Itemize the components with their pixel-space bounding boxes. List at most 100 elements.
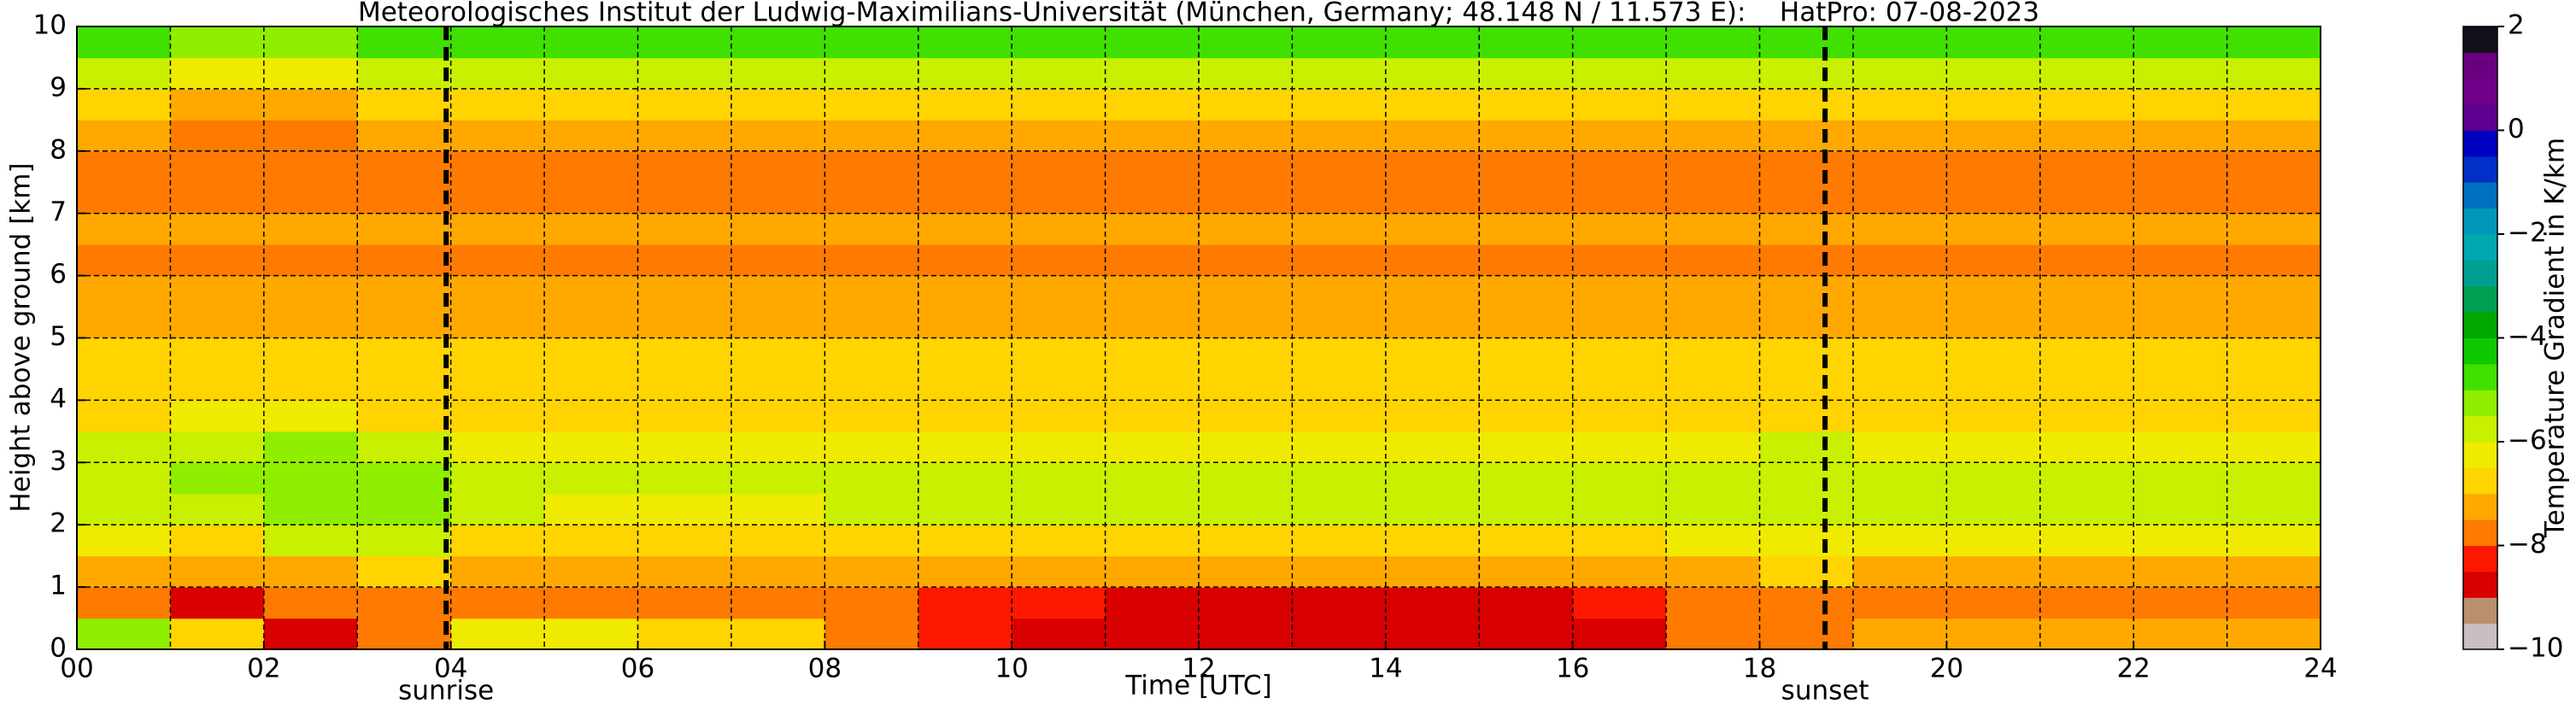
heat-cell bbox=[357, 182, 452, 214]
heat-cell bbox=[1012, 462, 1106, 495]
heat-cell bbox=[637, 431, 732, 463]
heat-cell bbox=[824, 88, 919, 120]
heat-cell bbox=[824, 525, 919, 557]
heat-cell bbox=[1852, 337, 1947, 370]
heat-cell bbox=[1759, 462, 1854, 495]
heat-cell bbox=[2133, 462, 2228, 495]
y-tick-label: 3 bbox=[50, 446, 67, 477]
heat-cell bbox=[731, 244, 825, 277]
heat-cell bbox=[2133, 400, 2228, 432]
heat-cell bbox=[263, 244, 358, 277]
colorbar-segment bbox=[2463, 155, 2497, 183]
heat-cell bbox=[2039, 400, 2134, 432]
heat-cell bbox=[170, 618, 265, 650]
heat-cell bbox=[1012, 555, 1106, 588]
heat-cell bbox=[170, 587, 265, 619]
heat-cell bbox=[1479, 244, 1574, 277]
heat-cell bbox=[1759, 587, 1854, 619]
heat-cell bbox=[1105, 368, 1200, 401]
heat-cell bbox=[544, 400, 639, 432]
heat-cell bbox=[731, 88, 825, 120]
heat-cell bbox=[544, 337, 639, 370]
colorbar-segment bbox=[2463, 571, 2497, 598]
heat-cell bbox=[1666, 618, 1761, 650]
heat-cell bbox=[1199, 88, 1294, 120]
heat-cell bbox=[77, 275, 172, 308]
x-tick-label: 02 bbox=[247, 654, 280, 684]
heat-cell bbox=[77, 88, 172, 120]
heat-cell bbox=[1292, 120, 1387, 152]
colorbar-segment bbox=[2463, 545, 2497, 572]
heat-cell bbox=[1479, 525, 1574, 557]
heat-cell bbox=[1199, 587, 1294, 619]
heat-cell bbox=[450, 462, 545, 495]
heat-cell bbox=[544, 182, 639, 214]
heat-cell bbox=[1012, 244, 1106, 277]
heat-cell bbox=[2227, 275, 2321, 308]
colorbar-tick-label: −10 bbox=[2508, 633, 2563, 664]
heat-cell bbox=[1105, 275, 1200, 308]
heat-cell bbox=[1292, 26, 1387, 59]
heat-cell bbox=[1946, 150, 2041, 183]
heat-cell bbox=[1572, 213, 1667, 245]
heat-cell bbox=[824, 213, 919, 245]
heat-cell bbox=[1759, 182, 1854, 214]
heat-cell bbox=[170, 400, 265, 432]
heat-cell bbox=[1012, 400, 1106, 432]
colorbar-segment bbox=[2463, 337, 2497, 365]
heat-cell bbox=[1666, 307, 1761, 339]
heat-cell bbox=[1105, 182, 1200, 214]
heat-cell bbox=[1292, 337, 1387, 370]
heat-cell bbox=[170, 337, 265, 370]
heat-cell bbox=[1199, 555, 1294, 588]
heat-cell bbox=[77, 150, 172, 183]
heat-cell bbox=[1199, 275, 1294, 308]
heat-cell bbox=[1105, 400, 1200, 432]
heat-cell bbox=[263, 462, 358, 495]
heat-cell bbox=[731, 368, 825, 401]
heat-cell bbox=[77, 120, 172, 152]
heat-cell bbox=[1199, 368, 1294, 401]
heat-cell bbox=[1012, 525, 1106, 557]
heat-cell bbox=[450, 618, 545, 650]
y-tick-label: 1 bbox=[50, 571, 67, 601]
heat-cell bbox=[170, 493, 265, 525]
heat-cell bbox=[77, 587, 172, 619]
heat-cell bbox=[1666, 57, 1761, 90]
x-axis-label: Time [UTC] bbox=[1124, 671, 1271, 701]
heat-cell bbox=[170, 431, 265, 463]
annotation-label: sunset bbox=[1781, 676, 1869, 704]
x-tick-label: 10 bbox=[995, 654, 1028, 684]
heat-cell bbox=[918, 244, 1012, 277]
heat-cell bbox=[1292, 368, 1387, 401]
heat-cell bbox=[1759, 368, 1854, 401]
heat-cell bbox=[824, 150, 919, 183]
heat-cell bbox=[1385, 555, 1480, 588]
heat-cell bbox=[824, 275, 919, 308]
heat-cell bbox=[2039, 618, 2134, 650]
heat-cell bbox=[1012, 182, 1106, 214]
heat-cell bbox=[1852, 431, 1947, 463]
heat-cell bbox=[2227, 120, 2321, 152]
heat-cell bbox=[263, 307, 358, 339]
heat-cell bbox=[2133, 525, 2228, 557]
heat-cell bbox=[1572, 150, 1667, 183]
heat-cell bbox=[1012, 618, 1106, 650]
heat-cell bbox=[1572, 618, 1667, 650]
heat-cell bbox=[170, 525, 265, 557]
heat-cell bbox=[918, 525, 1012, 557]
heat-cell bbox=[2039, 368, 2134, 401]
heat-cell bbox=[1012, 120, 1106, 152]
heat-cell bbox=[1199, 150, 1294, 183]
heat-cell bbox=[2133, 368, 2228, 401]
heat-cell bbox=[1292, 57, 1387, 90]
heat-cell bbox=[2227, 213, 2321, 245]
heat-cell bbox=[1199, 120, 1294, 152]
heat-cell bbox=[2039, 57, 2134, 90]
heat-cell bbox=[1012, 26, 1106, 59]
heat-cell bbox=[1292, 462, 1387, 495]
heat-cell bbox=[824, 431, 919, 463]
heat-cell bbox=[1199, 57, 1294, 90]
heat-cell bbox=[637, 525, 732, 557]
heat-cell bbox=[1572, 555, 1667, 588]
